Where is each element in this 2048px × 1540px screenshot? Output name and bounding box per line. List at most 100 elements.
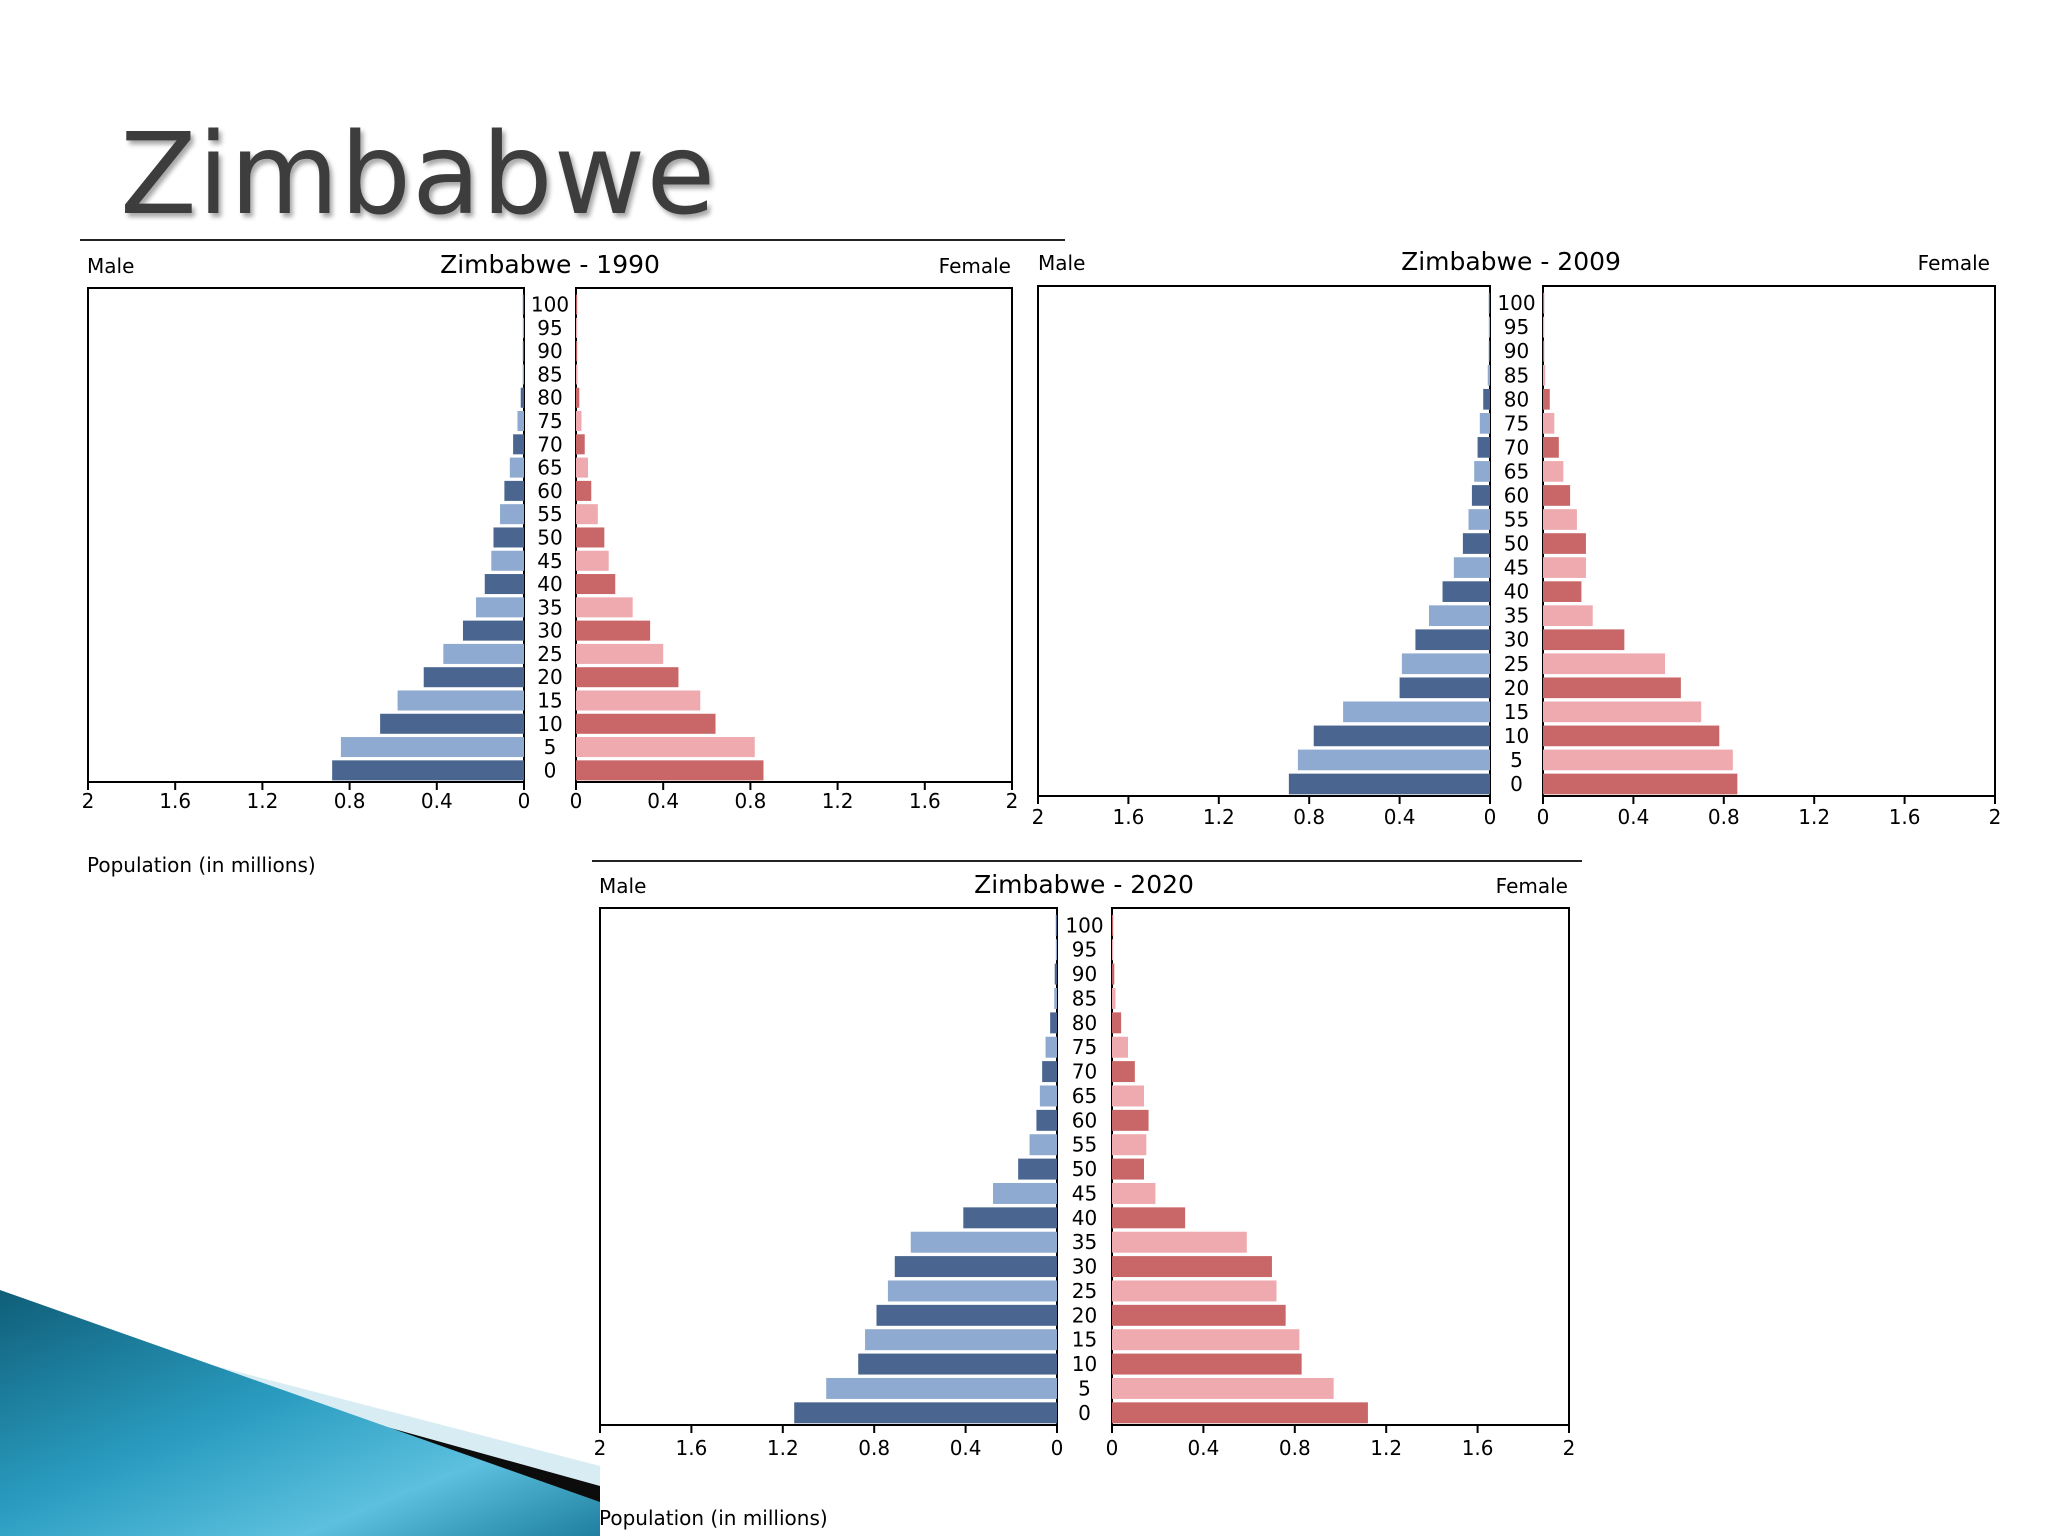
female-tick-label: 0.4 — [1617, 805, 1649, 829]
female-bar-age-40 — [1112, 1207, 1186, 1229]
male-bar-age-50 — [493, 527, 524, 548]
female-tick-label: 0.8 — [1279, 1436, 1311, 1460]
decorative-swoosh — [0, 1290, 600, 1536]
female-bar-age-0 — [1112, 1402, 1368, 1424]
female-bar-age-65 — [576, 457, 588, 478]
male-tick-label: 0.4 — [421, 789, 453, 813]
age-label: 25 — [537, 642, 562, 666]
female-tick-label: 0.8 — [734, 789, 766, 813]
male-bar-age-60 — [1036, 1109, 1057, 1131]
age-label: 95 — [1504, 315, 1529, 339]
female-bar-age-70 — [1112, 1061, 1135, 1083]
female-bar-age-100 — [1543, 292, 1545, 314]
female-bar-age-20 — [576, 667, 679, 688]
age-label: 5 — [1510, 748, 1523, 772]
female-bar-age-90 — [1112, 963, 1115, 985]
female-bar-age-70 — [576, 434, 585, 455]
male-bar-age-50 — [1462, 533, 1490, 554]
male-tick-label: 0.8 — [858, 1436, 890, 1460]
male-bar-age-5 — [1297, 749, 1490, 771]
male-bar-age-0 — [794, 1402, 1057, 1424]
female-bar-age-85 — [1543, 364, 1546, 386]
female-bar-age-40 — [576, 574, 616, 595]
male-bar-age-100 — [1055, 914, 1057, 936]
male-bar-age-70 — [1477, 437, 1490, 458]
age-label: 80 — [1504, 387, 1529, 411]
age-label: 55 — [1504, 508, 1529, 532]
age-label: 85 — [1504, 363, 1529, 387]
x-axis-ticks: 2 0 1.6 0.4 1.2 0.8 0.8 1.2 0.4 1.6 0 2 — [594, 1425, 1576, 1460]
age-label: 25 — [1072, 1279, 1097, 1303]
female-tick-label: 1.6 — [1889, 805, 1921, 829]
age-label: 100 — [531, 293, 569, 317]
male-bar-age-80 — [1050, 1012, 1057, 1034]
male-bar-age-95 — [1055, 939, 1057, 961]
female-bar-age-65 — [1543, 461, 1564, 482]
female-tick-label: 2 — [1006, 789, 1019, 813]
age-label: 5 — [1078, 1376, 1091, 1400]
male-bar-age-35 — [476, 597, 524, 618]
male-label: Male — [87, 254, 134, 278]
age-label: 100 — [1497, 291, 1535, 315]
male-tick-label: 1.6 — [1112, 805, 1144, 829]
age-label: 50 — [1072, 1157, 1097, 1181]
male-bar-age-70 — [513, 434, 524, 455]
female-bar-age-5 — [1543, 749, 1733, 771]
age-label: 60 — [1504, 483, 1529, 507]
male-bar-age-80 — [520, 387, 524, 408]
female-bar-age-5 — [1112, 1377, 1334, 1399]
male-tick-label: 0.8 — [1293, 805, 1325, 829]
age-label: 10 — [1504, 724, 1529, 748]
male-bar-age-30 — [894, 1256, 1057, 1278]
age-label: 90 — [1072, 962, 1097, 986]
female-tick-label: 2 — [1563, 1436, 1576, 1460]
chart-title: Zimbabwe - 1990 — [440, 250, 660, 279]
age-label: 70 — [537, 432, 562, 456]
male-bar-age-20 — [423, 667, 524, 688]
female-bar-age-0 — [576, 760, 764, 781]
female-bar-age-10 — [1112, 1353, 1302, 1375]
male-bar-age-20 — [1399, 677, 1490, 699]
age-label: 85 — [1072, 986, 1097, 1010]
female-bar-age-35 — [1112, 1231, 1247, 1253]
age-label: 100 — [1065, 913, 1103, 937]
age-labels: 0510152025303540455055606570758085909510… — [531, 293, 569, 783]
female-bar-age-80 — [1112, 1012, 1122, 1034]
male-bar-age-65 — [509, 457, 524, 478]
male-bar-age-55 — [1029, 1134, 1057, 1156]
age-label: 0 — [1510, 772, 1523, 796]
age-label: 20 — [537, 665, 562, 689]
male-tick-label: 1.2 — [1203, 805, 1235, 829]
female-bar-age-75 — [576, 411, 582, 432]
female-tick-label: 0 — [570, 789, 583, 813]
age-label: 0 — [1078, 1401, 1091, 1425]
female-bar-age-20 — [1543, 677, 1681, 699]
age-label: 90 — [1504, 339, 1529, 363]
male-bar-age-55 — [1468, 509, 1490, 530]
chart-title: Zimbabwe - 2020 — [974, 870, 1194, 899]
male-bar-age-20 — [876, 1304, 1057, 1326]
female-bars — [1543, 292, 1738, 795]
female-label: Female — [1918, 251, 1990, 275]
female-bar-age-15 — [1112, 1329, 1300, 1351]
male-bar-age-30 — [462, 620, 524, 641]
male-bar-age-90 — [522, 341, 524, 362]
age-label: 20 — [1504, 676, 1529, 700]
age-label: 55 — [537, 502, 562, 526]
female-bar-age-15 — [576, 690, 701, 711]
male-bar-age-10 — [858, 1353, 1057, 1375]
male-label: Male — [1038, 251, 1085, 275]
male-bar-age-75 — [517, 411, 524, 432]
age-label: 95 — [1072, 938, 1097, 962]
age-label: 75 — [1072, 1035, 1097, 1059]
male-tick-label: 1.6 — [675, 1436, 707, 1460]
x-axis-label: Population (in millions) — [87, 853, 316, 877]
age-label: 80 — [1072, 1011, 1097, 1035]
male-bar-age-10 — [380, 713, 524, 734]
male-bar-age-25 — [887, 1280, 1057, 1302]
male-bar-age-85 — [522, 364, 524, 385]
male-tick-label: 0 — [1484, 805, 1497, 829]
female-bar-age-50 — [576, 527, 605, 548]
female-tick-label: 1.2 — [1370, 1436, 1402, 1460]
male-bar-age-15 — [865, 1329, 1057, 1351]
